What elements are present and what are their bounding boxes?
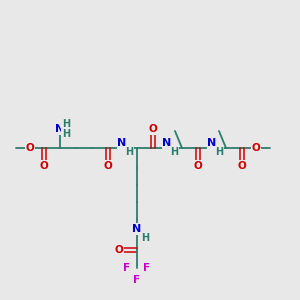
Text: O: O [194, 161, 202, 171]
Text: F: F [123, 263, 130, 273]
Text: N: N [132, 224, 142, 234]
Text: H: H [215, 147, 223, 157]
Text: H: H [62, 129, 70, 139]
Text: O: O [40, 161, 48, 171]
Text: H: H [125, 147, 133, 157]
Text: H: H [141, 233, 149, 243]
Text: O: O [148, 124, 158, 134]
Text: O: O [26, 143, 34, 153]
Text: F: F [143, 263, 151, 273]
Text: O: O [238, 161, 246, 171]
Text: H: H [62, 119, 70, 129]
Text: N: N [162, 138, 172, 148]
Text: O: O [115, 245, 123, 255]
Text: H: H [170, 147, 178, 157]
Text: N: N [207, 138, 217, 148]
Text: O: O [103, 161, 112, 171]
Text: N: N [117, 138, 127, 148]
Text: O: O [252, 143, 260, 153]
Text: N: N [56, 124, 64, 134]
Text: F: F [134, 275, 141, 285]
